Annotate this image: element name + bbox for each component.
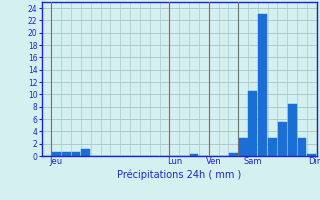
- Bar: [189, 154, 198, 156]
- Bar: [239, 138, 247, 156]
- Bar: [278, 122, 287, 156]
- Bar: [52, 152, 61, 156]
- Bar: [288, 104, 297, 156]
- Bar: [308, 154, 316, 156]
- Bar: [81, 149, 90, 156]
- Bar: [249, 91, 257, 156]
- Bar: [72, 152, 80, 156]
- X-axis label: Précipitations 24h ( mm ): Précipitations 24h ( mm ): [117, 169, 241, 180]
- Bar: [229, 153, 238, 156]
- Bar: [62, 152, 71, 156]
- Bar: [268, 138, 277, 156]
- Bar: [258, 14, 267, 156]
- Bar: [298, 138, 307, 156]
